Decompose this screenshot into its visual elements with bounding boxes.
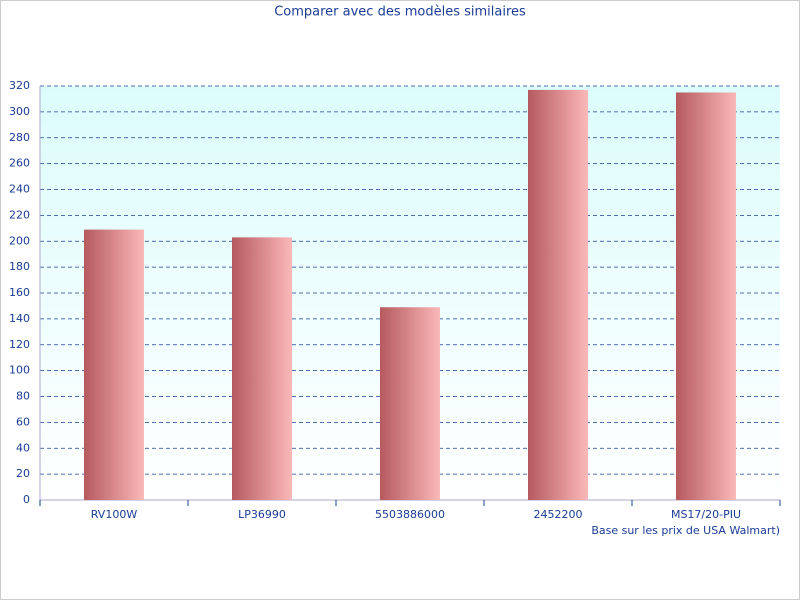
bar (528, 89, 588, 500)
y-tick-label: 320 (9, 79, 30, 92)
x-tick-label: 5503886000 (375, 508, 445, 521)
x-axis-label: Base sur les prix de USA Walmart) (591, 524, 780, 537)
y-tick-label: 0 (23, 493, 30, 506)
y-tick-label: 60 (16, 415, 30, 428)
x-tick-label: LP36990 (238, 508, 286, 521)
y-tick-label: 300 (9, 105, 30, 118)
chart-title: Comparer avec des modèles similaires (274, 5, 526, 20)
y-tick-label: 140 (9, 312, 30, 325)
y-tick-label: 280 (9, 131, 30, 144)
bar (676, 92, 736, 500)
y-tick-label: 220 (9, 208, 30, 221)
y-tick-label: 260 (9, 157, 30, 170)
bar (84, 229, 144, 500)
bar (380, 307, 440, 500)
y-tick-label: 20 (16, 467, 30, 480)
y-tick-label: 100 (9, 364, 30, 377)
bar (232, 237, 292, 500)
x-tick-label: RV100W (91, 508, 138, 521)
y-tick-label: 180 (9, 260, 30, 273)
x-tick-label: 2452200 (534, 508, 583, 521)
y-tick-label: 80 (16, 390, 30, 403)
y-tick-label: 160 (9, 286, 30, 299)
x-tick-label: MS17/20-PIU (671, 508, 741, 521)
y-tick-label: 40 (16, 441, 30, 454)
y-tick-label: 240 (9, 183, 30, 196)
y-tick-label: 120 (9, 338, 30, 351)
y-tick-label: 200 (9, 234, 30, 247)
